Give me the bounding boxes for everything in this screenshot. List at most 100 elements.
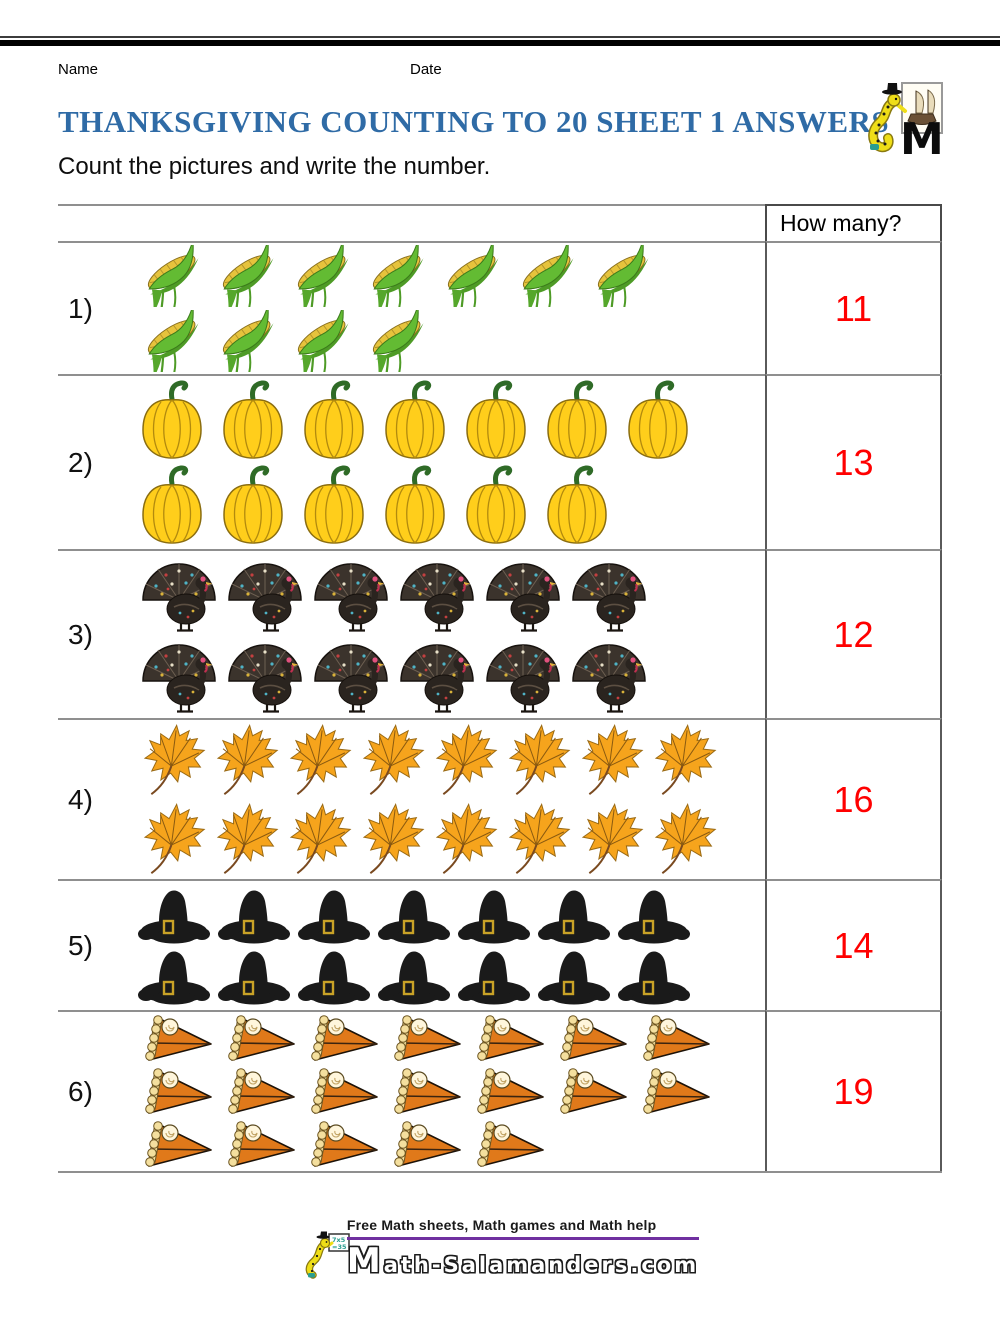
pictures-cell: 2) [58,374,765,549]
pumpkin-pie-icon [145,1014,212,1061]
instruction-text: Count the pictures and write the number. [58,153,491,180]
maple-leaf-icon [435,724,498,795]
corn-icon [222,245,274,307]
table-row: 1) [58,241,942,374]
pilgrim-hat-icon [138,951,210,1005]
picture-line [136,555,652,633]
picture-group [136,722,717,877]
corn-icon [297,245,349,307]
turkey-icon [572,563,646,632]
date-label: Date [410,61,442,78]
pumpkin-pie-icon [311,1120,378,1167]
turkey-icon [400,563,474,632]
picture-line [136,801,717,877]
pilgrim-hat-icon [618,890,690,944]
board-equation-line2: =35 [332,1243,347,1251]
corn-icon [372,310,424,372]
picture-group [136,1014,712,1170]
picture-group [136,886,692,1005]
maple-leaf-icon [289,724,352,795]
answer-cell: 19 [765,1010,942,1171]
answer-cell: 13 [765,374,942,549]
footer-site-name: Math-Salamanders.com [346,1241,700,1281]
maple-leaf-icon [435,803,498,874]
pumpkin-icon [385,465,445,544]
picture-line [136,1120,712,1170]
pumpkin-pie-icon [560,1067,627,1114]
pumpkin-icon [142,380,202,459]
pilgrim-hat-icon [218,951,290,1005]
corn-icon [372,245,424,307]
pictures-cell: 6) [58,1010,765,1171]
pumpkin-pie-icon [394,1014,461,1061]
table-row: 2) [58,374,942,549]
maple-leaf-icon [362,724,425,795]
salamander-board-logo-icon: 7x5 =35 [305,1231,350,1279]
pumpkin-pie-icon [560,1014,627,1061]
site-logo: M [858,81,950,165]
pumpkin-icon [142,465,202,544]
pumpkin-icon [547,380,607,459]
picture-group [136,379,694,546]
maple-leaf-icon [143,724,206,795]
row-number-label: 1) [68,292,93,324]
pumpkin-pie-icon [311,1014,378,1061]
turkey-icon [400,644,474,713]
name-label: Name [58,61,99,78]
answer-cell: 11 [765,241,942,374]
maple-leaf-icon [289,803,352,874]
answer-cell: 16 [765,718,942,879]
table-row: 5) [58,879,942,1010]
pumpkin-icon [223,465,283,544]
answer-value: 13 [833,441,874,483]
pictures-cell: 4) [58,718,765,879]
picture-line [136,1014,712,1064]
corn-icon [222,310,274,372]
turkey-icon [314,644,388,713]
picture-group [136,555,652,714]
turkey-icon [228,563,302,632]
pilgrim-hat-icon [378,890,450,944]
svg-text:M: M [900,114,940,157]
pumpkin-icon [466,465,526,544]
corn-icon [147,245,199,307]
maple-leaf-icon [654,724,717,795]
turkey-icon [572,644,646,713]
pumpkin-pie-icon [145,1067,212,1114]
picture-line [136,245,660,307]
footer-text: Free Math sheets, Math games and Math he… [346,1217,700,1282]
pictures-cell: 3) [58,549,765,718]
pumpkin-pie-icon [477,1120,544,1167]
answer-cell: 14 [765,879,942,1010]
turkey-icon [486,563,560,632]
footer-logo: 7x5 =35 [301,1231,351,1284]
row-number-label: 6) [68,1075,93,1107]
how-many-header: How many? [765,204,942,241]
corn-icon [447,245,499,307]
maple-leaf-icon [143,803,206,874]
maple-leaf-icon [581,803,644,874]
pilgrim-hat-icon [138,890,210,944]
picture-line [136,379,694,461]
row-number-label: 3) [68,618,93,650]
footer-tagline: Free Math sheets, Math games and Math he… [346,1217,700,1240]
meta-row: Name Date [58,61,942,78]
pumpkin-pie-icon [228,1067,295,1114]
pumpkin-pie-icon [394,1067,461,1114]
turkey-icon [228,644,302,713]
pilgrim-hat-icon [458,890,530,944]
pilgrim-hat-icon [298,951,370,1005]
answer-cell: 12 [765,549,942,718]
maple-leaf-icon [216,803,279,874]
pumpkin-icon [385,380,445,459]
picture-line [136,636,652,714]
answer-value: 16 [833,778,874,820]
pilgrim-hat-icon [618,951,690,1005]
answer-value: 14 [833,924,874,966]
pumpkin-pie-icon [477,1014,544,1061]
maple-leaf-icon [654,803,717,874]
turkey-icon [486,644,560,713]
table-body: 1) [58,241,942,1173]
turkey-icon [314,563,388,632]
pilgrim-hat-icon [378,951,450,1005]
